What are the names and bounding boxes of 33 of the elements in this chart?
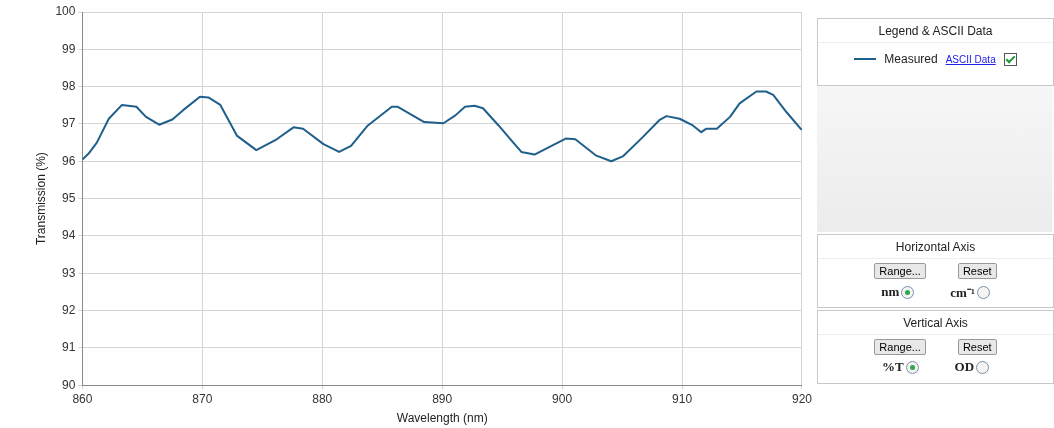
x-tick-label: 920 (791, 391, 813, 406)
text: ASCII Data (945, 53, 996, 65)
y-tick-label: 91 (62, 340, 76, 355)
y-tick-label: 90 (62, 377, 76, 392)
x-axis-title: Wavelength (nm) (396, 411, 488, 426)
y-tick-label: 98 (62, 78, 76, 93)
x-tick-label: 870 (192, 391, 213, 406)
text: Horizontal Axis (818, 235, 1053, 259)
legend-title: Legend & ASCII Data (818, 19, 1053, 43)
y-tick-label: 92 (62, 302, 76, 317)
text: Range... (874, 339, 926, 355)
y-tick-label: 100 (55, 4, 76, 19)
y-tick-label: 94 (62, 228, 76, 243)
text: Vertical Axis (818, 311, 1053, 335)
text: Reset (957, 263, 997, 279)
y-tick-label: 96 (62, 153, 76, 168)
x-tick-label: 910 (672, 391, 693, 406)
text: cm⁻¹ (950, 284, 975, 301)
x-tick-label: 900 (552, 391, 573, 406)
text: Reset (957, 339, 997, 355)
x-tick-label: 890 (432, 391, 453, 406)
text: %T (881, 359, 904, 375)
y-axis-title: Transmission (%) (33, 152, 48, 246)
y-tick-label: 93 (62, 265, 76, 280)
text: nm (881, 284, 900, 300)
y-tick-label: 99 (62, 41, 76, 56)
legend-label: Measured (884, 52, 938, 66)
x-tick-label: 860 (72, 391, 93, 406)
y-tick-label: 97 (62, 116, 76, 131)
text: OD (954, 359, 975, 375)
x-tick-label: 880 (312, 391, 333, 406)
y-tick-label: 95 (62, 190, 76, 205)
text: Range... (874, 263, 926, 279)
